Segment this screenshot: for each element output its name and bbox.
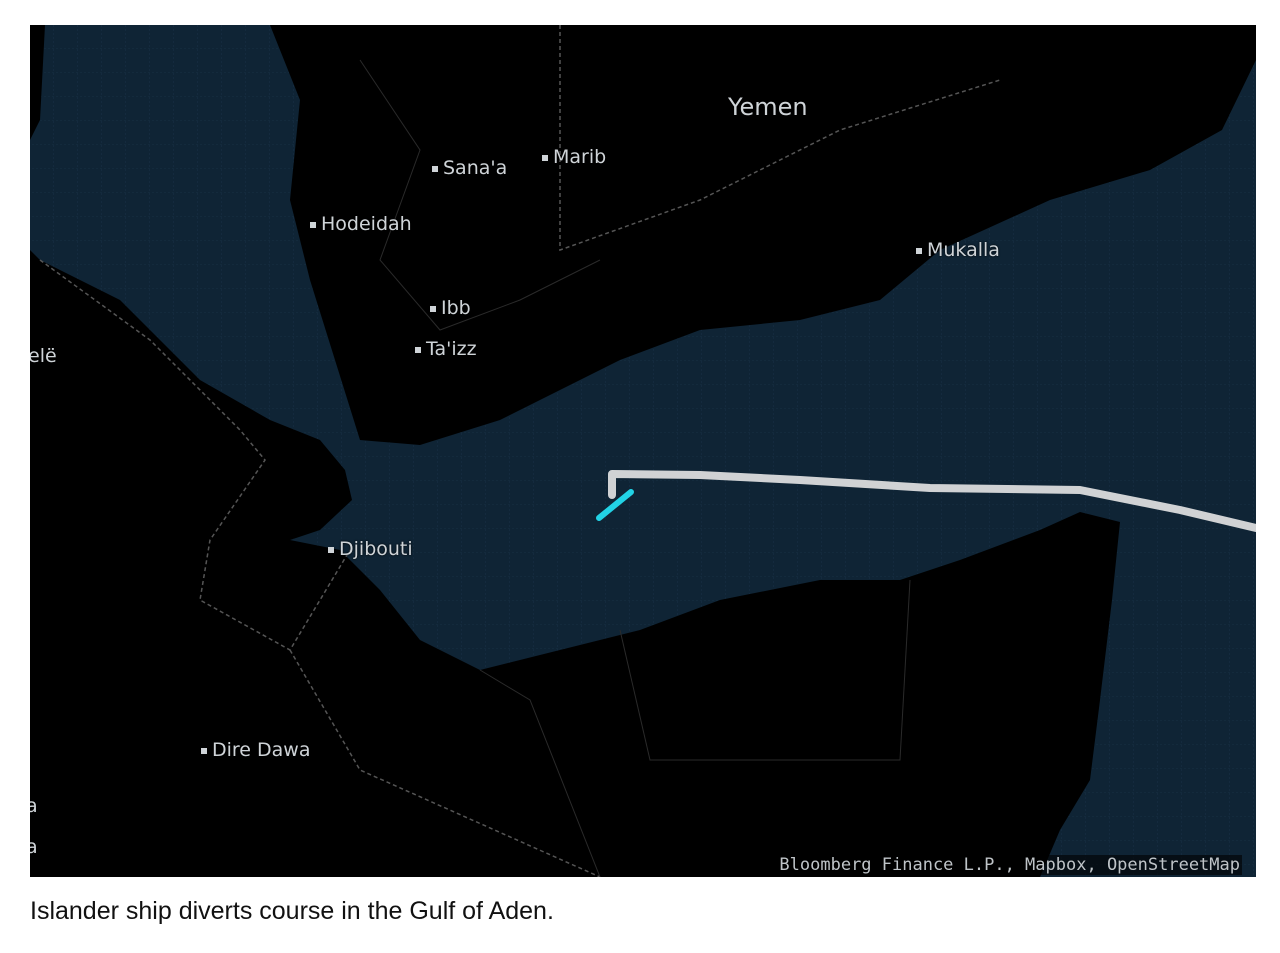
eritrea-coast: [30, 25, 45, 140]
figure-caption: Islander ship diverts course in the Gulf…: [30, 897, 554, 925]
africa-land: [30, 250, 1120, 877]
ship-icon: [596, 489, 634, 521]
city-label: Dire Dawa: [201, 739, 311, 761]
city-marker-icon: [201, 747, 207, 754]
city-label: Mukalla: [916, 239, 1000, 261]
city-label: Ta'izz: [415, 338, 477, 360]
city-label: Marib: [542, 146, 606, 168]
city-marker-icon: [430, 305, 436, 312]
arabia-land: [270, 25, 1256, 445]
country-label-yemen: Yemen: [728, 93, 808, 121]
map-canvas: [30, 25, 1256, 877]
edge-label: a: [30, 795, 38, 817]
admin-boundaries: [359, 59, 911, 877]
map-attribution: Bloomberg Finance L.P., Mapbox, OpenStre…: [777, 855, 1242, 875]
city-label: Djibouti: [328, 538, 413, 560]
edge-label: a: [30, 836, 38, 858]
map[interactable]: Yemen Sana'a Marib Hodeidah Mukalla Ibb …: [30, 25, 1256, 877]
city-label: Ibb: [430, 297, 471, 319]
borders: [39, 25, 1001, 877]
ship-track: [608, 470, 1256, 532]
city-marker-icon: [310, 221, 316, 228]
city-label: Sana'a: [432, 157, 507, 179]
city-label: Hodeidah: [310, 213, 412, 235]
edge-label: elë: [30, 345, 57, 367]
city-marker-icon: [916, 247, 922, 254]
city-marker-icon: [432, 165, 438, 172]
city-marker-icon: [415, 346, 421, 353]
city-marker-icon: [328, 546, 334, 553]
city-marker-icon: [542, 154, 548, 161]
